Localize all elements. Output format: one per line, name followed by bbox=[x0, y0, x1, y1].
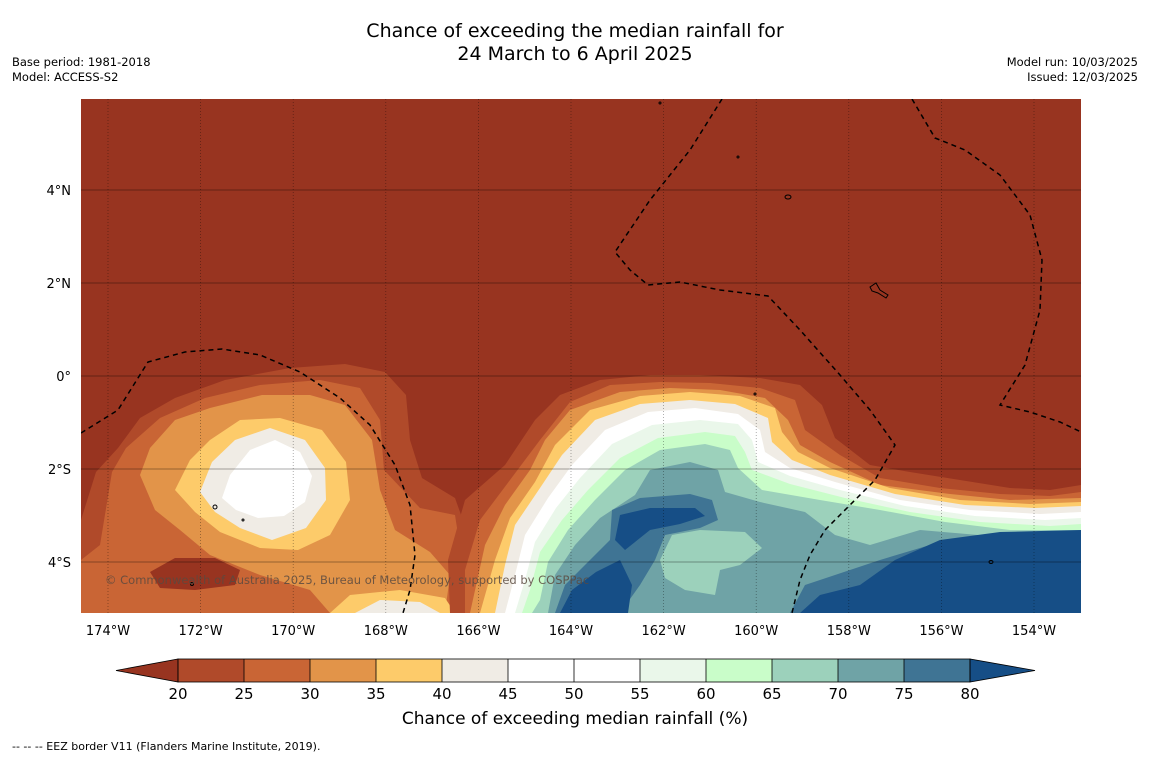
latitude-label: 4°S bbox=[48, 556, 71, 571]
latitude-label: 4°N bbox=[47, 184, 72, 199]
longitude-label: 168°W bbox=[364, 624, 408, 639]
colorbar-tick-label: 75 bbox=[894, 685, 913, 703]
longitude-label: 156°W bbox=[919, 624, 963, 639]
contour-western-low-20 bbox=[150, 558, 240, 590]
footnote: -- -- -- EEZ border V11 (Flanders Marine… bbox=[12, 740, 321, 753]
issued-text: Issued: 12/03/2025 bbox=[1027, 70, 1138, 84]
longitude-label: 158°W bbox=[827, 624, 871, 639]
colorbar: 20 25 30 35 40 45 50 55 60 65 70 75 80 bbox=[115, 658, 1036, 703]
latitude-label: 0° bbox=[56, 370, 71, 385]
map-title-line-1: Chance of exceeding the median rainfall … bbox=[366, 20, 784, 42]
island-4 bbox=[988, 560, 994, 564]
info-right: Model run: 10/03/2025 Issued: 12/03/2025 bbox=[1007, 55, 1138, 85]
longitude-label: 160°W bbox=[734, 624, 778, 639]
island-1 bbox=[784, 194, 792, 200]
colorbar-segment bbox=[508, 659, 574, 682]
island-3 bbox=[212, 504, 218, 510]
colorbar-tick-label: 35 bbox=[366, 685, 385, 703]
longitude-label: 162°W bbox=[642, 624, 686, 639]
island-7 bbox=[753, 392, 757, 396]
colorbar-tick-label: 25 bbox=[234, 685, 253, 703]
colorbar-tick-label: 40 bbox=[432, 685, 451, 703]
copyright-notice: © Commonwealth of Australia 2025, Bureau… bbox=[105, 573, 589, 587]
map-title-line-2: 24 March to 6 April 2025 bbox=[457, 43, 693, 65]
longitude-label: 166°W bbox=[456, 624, 500, 639]
info-left: Base period: 1981-2018 Model: ACCESS-S2 bbox=[12, 55, 151, 85]
island-5 bbox=[736, 155, 740, 159]
colorbar-tick-label: 65 bbox=[762, 685, 781, 703]
eez-border-east bbox=[911, 99, 1081, 433]
base-period-text: Base period: 1981-2018 bbox=[12, 55, 151, 69]
colorbar-tick-label: 70 bbox=[828, 685, 847, 703]
longitude-label: 170°W bbox=[271, 624, 315, 639]
contour-eastern-80-north bbox=[615, 508, 705, 550]
colorbar-segment bbox=[376, 659, 442, 682]
colorbar-outline bbox=[177, 658, 971, 683]
colorbar-label: Chance of exceeding median rainfall (%) bbox=[401, 709, 749, 729]
contour-southeast-80 bbox=[800, 530, 1081, 613]
longitude-label: 154°W bbox=[1012, 624, 1056, 639]
colorbar-tick-label: 30 bbox=[300, 685, 319, 703]
latitude-label: 2°N bbox=[47, 277, 72, 292]
map-area: © Commonwealth of Australia 2025, Bureau… bbox=[81, 99, 1081, 613]
island-9 bbox=[190, 582, 194, 586]
longitude-label: 174°W bbox=[86, 624, 130, 639]
contour-western-south-45 bbox=[355, 600, 440, 613]
colorbar-tick-label: 20 bbox=[168, 685, 187, 703]
colorbar-tick-label: 45 bbox=[498, 685, 517, 703]
colorbar-segment bbox=[244, 659, 310, 682]
contour-eastern-80-south bbox=[560, 560, 632, 613]
western-anomaly bbox=[81, 364, 480, 613]
colorbar-tick-label: 55 bbox=[630, 685, 649, 703]
island-6 bbox=[658, 101, 662, 105]
colorbar-tick-label: 50 bbox=[564, 685, 583, 703]
island-8 bbox=[241, 518, 245, 522]
colorbar-segment bbox=[772, 659, 838, 682]
colorbar-segment bbox=[574, 659, 640, 682]
colorbar-segment bbox=[838, 659, 904, 682]
colorbar-segment bbox=[706, 659, 772, 682]
colorbar-segment bbox=[904, 659, 970, 682]
contour-eastern-65-island bbox=[660, 530, 762, 595]
islands bbox=[190, 101, 994, 586]
longitude-label: 164°W bbox=[549, 624, 593, 639]
graticule bbox=[81, 99, 1081, 613]
latitude-label: 2°S bbox=[48, 463, 71, 478]
colorbar-extend-low bbox=[115, 658, 179, 683]
colorbar-segment bbox=[442, 659, 508, 682]
contour-western-50 bbox=[222, 440, 312, 518]
model-text: Model: ACCESS-S2 bbox=[12, 70, 119, 84]
latitude-labels: 4°N 2°N 0° 2°S 4°S bbox=[47, 184, 72, 571]
colorbar-segment bbox=[178, 659, 244, 682]
colorbar-tick-label: 60 bbox=[696, 685, 715, 703]
island-2 bbox=[869, 282, 889, 299]
colorbar-segment bbox=[640, 659, 706, 682]
longitude-label: 172°W bbox=[179, 624, 223, 639]
eastern-anomaly bbox=[448, 375, 1081, 613]
eez-border-west bbox=[81, 348, 416, 613]
longitude-labels: 174°W 172°W 170°W 168°W 166°W 164°W 162°W 160°W… bbox=[86, 624, 1056, 639]
eez-borders bbox=[81, 99, 1081, 613]
colorbar-segment bbox=[310, 659, 376, 682]
colorbar-tick-label: 80 bbox=[960, 685, 979, 703]
colorbar-extend-high bbox=[969, 658, 1036, 683]
model-run-text: Model run: 10/03/2025 bbox=[1006, 55, 1138, 69]
